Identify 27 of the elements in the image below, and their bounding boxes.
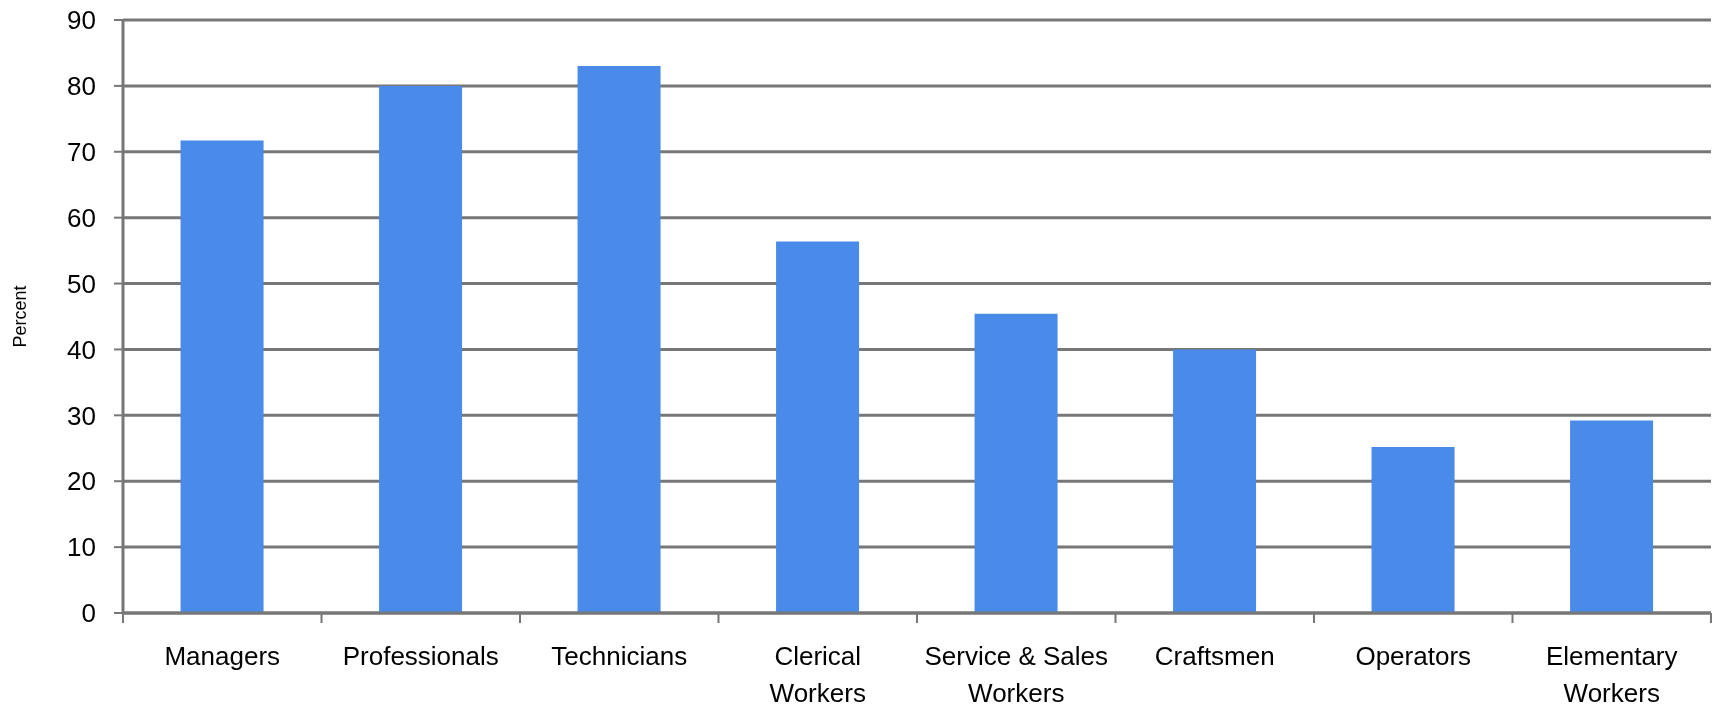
bar xyxy=(577,66,661,613)
y-tick-label: 80 xyxy=(67,71,96,102)
y-tick-label: 90 xyxy=(67,5,96,36)
bar xyxy=(1371,446,1455,613)
x-tick-label: Clerical Workers xyxy=(769,641,866,708)
bar xyxy=(1173,349,1257,613)
y-tick-label: 50 xyxy=(67,268,96,299)
bar xyxy=(776,241,860,613)
x-tick-label: Craftsmen xyxy=(1154,641,1275,671)
x-tick-label: Professionals xyxy=(342,641,499,671)
y-tick-label: 70 xyxy=(67,137,96,168)
bar xyxy=(1570,420,1654,613)
y-tick-label: 40 xyxy=(67,334,96,365)
y-tick-label: 0 xyxy=(81,598,96,629)
x-tick-label: Service & Sales Workers xyxy=(924,641,1109,708)
bar xyxy=(180,140,264,613)
y-tick-label: 20 xyxy=(67,466,96,497)
x-tick-label: Elementary Workers xyxy=(1546,641,1678,708)
y-tick-label: 30 xyxy=(67,400,96,431)
y-tick-label: 10 xyxy=(67,532,96,563)
x-tick-label: Technicians xyxy=(551,641,688,671)
y-axis-title: Percent xyxy=(10,285,30,348)
x-tick-label: Managers xyxy=(164,641,281,671)
x-tick-label: Operators xyxy=(1355,641,1472,671)
bar xyxy=(974,313,1058,613)
y-tick-label: 60 xyxy=(67,202,96,233)
bar xyxy=(379,85,463,613)
